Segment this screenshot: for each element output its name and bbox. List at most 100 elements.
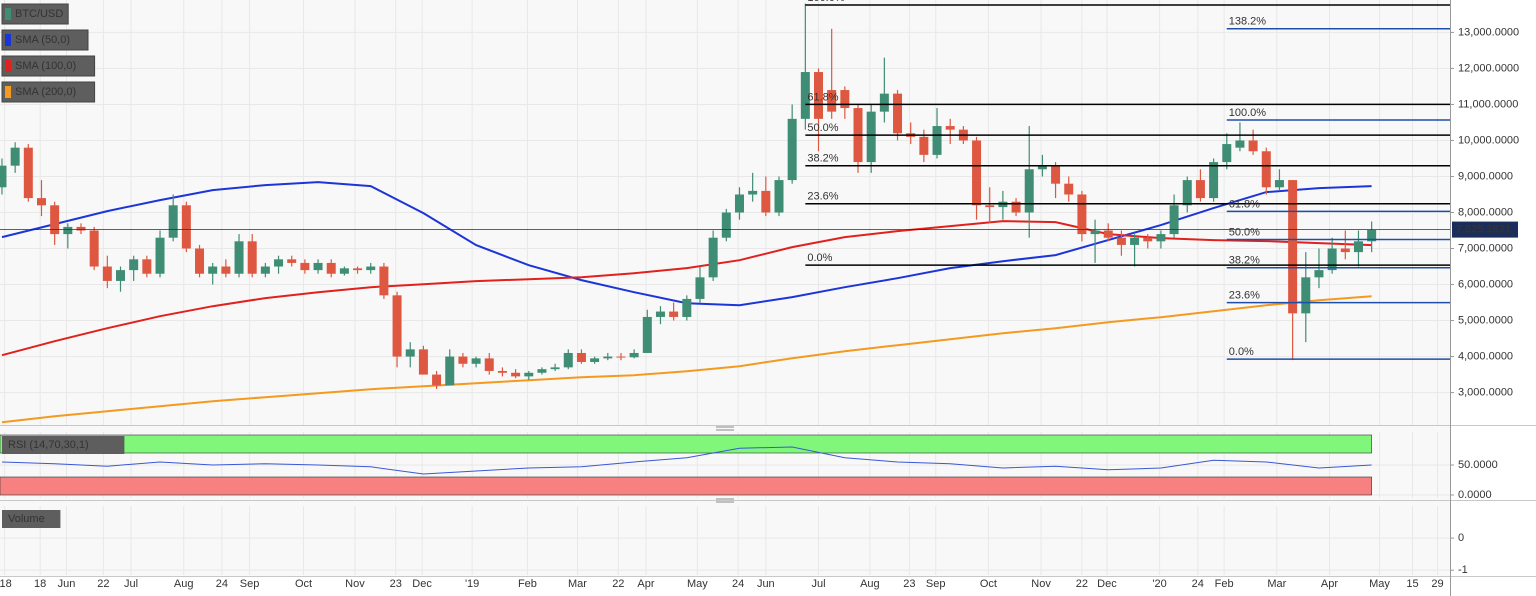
x-tick-label: Jun xyxy=(757,578,775,590)
candle-body xyxy=(669,311,679,317)
x-tick-label: Feb xyxy=(1215,578,1234,590)
candle-body xyxy=(787,118,797,181)
x-tick-label: Nov xyxy=(345,578,365,590)
candle-body xyxy=(748,190,758,195)
fib-level-label: 61.8% xyxy=(807,91,838,103)
fib-level-label: 0.0% xyxy=(1229,346,1254,358)
x-tick-label: 23 xyxy=(390,578,402,590)
candle-body xyxy=(708,237,718,278)
x-tick-label: May xyxy=(687,578,708,590)
y-tick-label: 5,000.0000 xyxy=(1458,314,1513,326)
candle-body xyxy=(1130,237,1140,245)
candle-body xyxy=(537,369,547,373)
candle-body xyxy=(1037,165,1047,170)
candle-body xyxy=(260,266,270,274)
fib-level-label: 138.2% xyxy=(1229,16,1267,28)
candle-body xyxy=(234,241,244,274)
x-tick-label: Jun xyxy=(58,578,76,590)
candle-body xyxy=(339,268,349,274)
legend-swatch xyxy=(5,8,11,20)
legend-label: SMA (200,0) xyxy=(15,86,76,98)
candle-body xyxy=(129,259,139,271)
candle-body xyxy=(550,367,560,370)
candle-body xyxy=(76,226,86,231)
y-tick-label: 9,000.0000 xyxy=(1458,170,1513,182)
sma-line xyxy=(1,220,1372,357)
y-tick-label: 8,000.0000 xyxy=(1458,206,1513,218)
candle-body xyxy=(379,266,389,296)
candle-body xyxy=(1011,201,1021,213)
candle-body xyxy=(1077,194,1087,235)
candle-body xyxy=(405,349,415,357)
legend-swatch xyxy=(5,60,11,72)
panel-label: RSI (14,70,30,1) xyxy=(8,439,89,451)
candle-body xyxy=(10,147,20,166)
resize-handle[interactable] xyxy=(716,498,734,503)
candle-body xyxy=(195,248,205,274)
x-tick-label: Feb xyxy=(518,578,537,590)
candle-body xyxy=(181,205,191,249)
candle-body xyxy=(603,356,613,359)
candle-body xyxy=(1195,180,1205,199)
fib-level-label: 100.0% xyxy=(1229,107,1267,119)
candle-body xyxy=(1314,270,1324,278)
candle-body xyxy=(89,230,99,267)
candle-body xyxy=(985,205,995,208)
y-tick-label: 0.0000 xyxy=(1458,489,1492,501)
candle-body xyxy=(1288,180,1298,314)
panel-label: Volume xyxy=(8,513,45,525)
y-tick-label: 6,000.0000 xyxy=(1458,278,1513,290)
candle-body xyxy=(945,126,955,130)
candle-body xyxy=(221,266,231,274)
candle-body xyxy=(432,374,442,386)
last-price-box xyxy=(1452,221,1518,238)
candle-body xyxy=(511,372,521,377)
candle-body xyxy=(142,259,152,274)
candle-body xyxy=(484,358,494,371)
candle-body xyxy=(814,72,824,119)
legend-label: SMA (50,0) xyxy=(15,34,70,46)
x-tick-label: Apr xyxy=(1321,578,1338,590)
candle-body xyxy=(50,205,60,235)
x-tick-label: 22 xyxy=(1076,578,1088,590)
candle-body xyxy=(1103,230,1113,238)
x-tick-label: 24 xyxy=(1192,578,1204,590)
candle-body xyxy=(1090,230,1100,235)
candle-body xyxy=(1116,237,1126,245)
fib-level-label: 23.6% xyxy=(1229,290,1260,302)
x-tick-label: 22 xyxy=(97,578,109,590)
candle-body xyxy=(497,370,507,373)
candle-body xyxy=(840,90,850,109)
candle-body xyxy=(1340,248,1350,253)
x-tick-label: '20 xyxy=(1152,578,1166,590)
candle-body xyxy=(655,311,665,317)
candle-body xyxy=(1182,180,1192,206)
y-tick-label: 3,000.0000 xyxy=(1458,386,1513,398)
candle-body xyxy=(576,352,586,362)
legend-item: SMA (100,0) xyxy=(1,55,96,77)
fib-level-label: 38.2% xyxy=(807,153,838,165)
resize-handle[interactable] xyxy=(716,426,734,431)
candle-body xyxy=(1367,229,1377,242)
candle-body xyxy=(1169,205,1179,235)
candle-body xyxy=(629,352,639,358)
y-tick-label: -1 xyxy=(1458,564,1468,576)
candle-body xyxy=(1353,241,1363,253)
x-tick-label: 24 xyxy=(216,578,228,590)
x-tick-label: Aug xyxy=(860,578,880,590)
candle-body xyxy=(866,111,876,163)
y-tick-label: 7,000.0000 xyxy=(1458,242,1513,254)
x-tick-label: 24 xyxy=(732,578,744,590)
last-price-label: 7,525.2821 xyxy=(1456,224,1511,236)
candle-body xyxy=(1261,151,1271,188)
candle-body xyxy=(893,93,903,134)
sma-line xyxy=(1,295,1372,424)
candle-body xyxy=(932,126,942,155)
x-tick-label: 18 xyxy=(34,578,46,590)
rsi-band xyxy=(0,434,1372,454)
candle-body xyxy=(300,262,310,271)
candle-body xyxy=(695,277,705,299)
candle-body xyxy=(721,212,731,238)
candle-body xyxy=(1064,183,1074,195)
candle-body xyxy=(36,198,46,206)
